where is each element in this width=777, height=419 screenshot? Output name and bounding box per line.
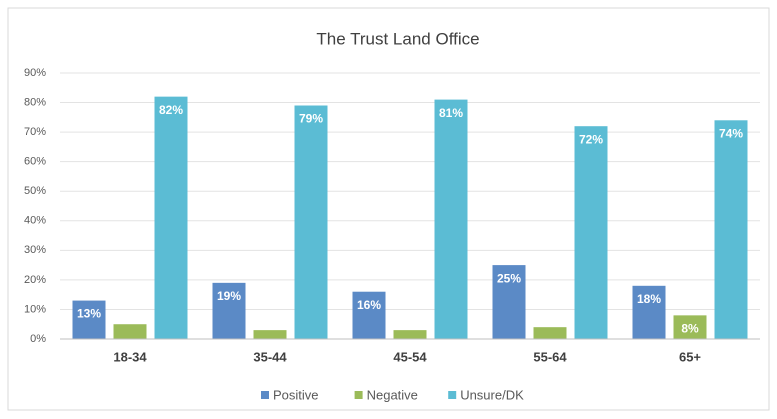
legend-label: Unsure/DK — [460, 387, 524, 402]
chart-title: The Trust Land Office — [316, 29, 479, 48]
data-label: 72% — [579, 132, 603, 146]
x-tick-label: 35-44 — [253, 349, 287, 364]
data-label: 74% — [719, 126, 743, 140]
bar — [212, 282, 246, 339]
data-label: 82% — [159, 103, 183, 117]
data-label: 8% — [681, 322, 699, 336]
y-tick-label: 30% — [24, 244, 46, 256]
bar — [492, 265, 526, 339]
data-label: 19% — [217, 289, 241, 303]
bar — [574, 126, 608, 339]
bar — [434, 99, 468, 339]
bar — [533, 327, 567, 339]
bar — [113, 324, 147, 339]
y-tick-label: 50% — [24, 185, 46, 197]
chart-border — [7, 7, 770, 411]
x-tick-label: 65+ — [679, 349, 701, 364]
y-tick-label: 70% — [24, 126, 46, 138]
data-label: 81% — [439, 106, 463, 120]
data-label: 25% — [497, 271, 521, 285]
bar — [253, 330, 287, 339]
y-tick-label: 40% — [24, 215, 46, 227]
data-label: 13% — [77, 307, 101, 321]
bar — [632, 285, 666, 339]
x-tick-label: 18-34 — [113, 349, 147, 364]
legend-label: Negative — [367, 387, 418, 402]
y-tick-label: 10% — [24, 303, 46, 315]
bar — [294, 105, 328, 339]
bar — [154, 96, 188, 340]
data-label: 18% — [637, 292, 661, 306]
bar — [352, 291, 386, 339]
data-label: 79% — [299, 112, 323, 126]
bar — [673, 315, 707, 339]
y-tick-label: 90% — [24, 67, 46, 79]
legend-label: Positive — [273, 387, 319, 402]
data-label: 16% — [357, 298, 381, 312]
bar — [72, 300, 106, 339]
y-tick-label: 20% — [24, 274, 46, 286]
legend-swatch — [448, 391, 457, 399]
y-tick-label: 80% — [24, 96, 46, 108]
legend-swatch — [354, 391, 363, 399]
y-tick-label: 0% — [30, 333, 46, 345]
y-tick-label: 60% — [24, 156, 46, 168]
x-tick-label: 45-54 — [393, 349, 427, 364]
bar — [393, 330, 427, 339]
bar — [714, 120, 748, 340]
x-tick-label: 55-64 — [533, 349, 567, 364]
legend-swatch — [261, 391, 269, 399]
